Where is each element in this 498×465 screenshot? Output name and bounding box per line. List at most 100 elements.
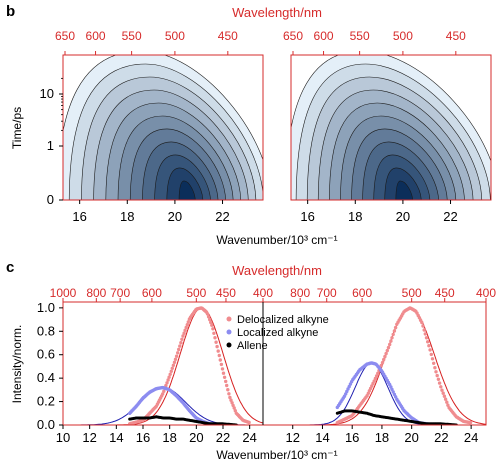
data-point [221,371,226,375]
data-point [437,381,442,385]
x-tick-label: 20 [168,209,182,224]
top-tick-label: 450 [218,29,238,43]
data-point [232,406,236,410]
data-point [209,320,213,325]
y-tick-label: 0.2 [37,394,55,409]
data-point [384,351,388,356]
data-point [170,366,174,370]
panel-b-label: b [6,3,15,20]
x-tick-label: 16 [300,209,314,224]
data-point [445,400,449,404]
data-point [376,371,380,375]
data-point [386,345,391,350]
top-tick-label: 1000 [50,286,77,300]
contour-level-11 [178,180,196,200]
data-point [185,323,189,327]
x-tick-label: 18 [162,430,176,445]
data-point [222,375,227,379]
data-point [214,340,218,344]
data-point [393,325,398,330]
data-point [385,348,389,353]
x-tick-label: 18 [120,209,134,224]
y-tick-label: 1 [47,138,54,153]
data-point [420,320,424,325]
data-point [217,353,221,358]
data-point [434,370,438,374]
panel-b-left: 650 600 550 500 450 16 18 20 22 0 1 10 Wavelength… [10,5,322,224]
data-point [383,354,387,359]
top-tick-label: 400 [476,286,496,300]
data-point [169,369,173,373]
y-axis-title-b: Time/ps [10,107,24,149]
top-tick-label: 650 [283,29,303,43]
data-point [390,336,394,340]
y-tick-label: 0 [47,192,54,207]
data-point [389,339,393,343]
data-point [181,334,185,338]
x-tick-label: 22 [443,209,457,224]
data-point [227,392,231,396]
panel-c-label: c [6,259,14,276]
top-tick-label: 500 [186,286,206,300]
series-delocalized-alkyne [63,306,263,425]
heatmap-left-contours [63,55,263,200]
x-tick-label: 22 [434,430,448,445]
data-point [167,375,171,379]
plot-frame-b-left [62,54,264,201]
x-tick-label: 20 [396,209,410,224]
data-point [432,361,436,365]
data-point [174,354,179,358]
top-tick-label: 550 [350,29,370,43]
y-tick-label: 0.8 [37,323,55,338]
data-point [443,397,448,401]
data-point [213,336,217,340]
top-tick-label: 500 [165,29,185,43]
x-tick-label: 14 [315,430,329,445]
data-point [171,363,176,367]
x-axis-title-c: Wavenumber/10³ cm⁻¹ [216,448,337,462]
data-point [391,332,395,337]
x-tick-label: 10 [56,430,70,445]
data-point [161,392,165,396]
heatmap-right-contours [291,55,491,200]
data-point [165,381,169,385]
data-point [230,401,234,405]
top-tick-label: 500 [402,286,422,300]
data-point [423,332,427,336]
x-axis-title-b: Wavenumber/10³ cm⁻¹ [216,233,337,247]
x-tick-label: 12 [285,430,299,445]
data-point [226,388,230,392]
data-point [205,312,210,316]
data-point [392,329,397,333]
x-tick-label: 14 [109,430,123,445]
top-tick-label: 800 [86,286,106,300]
top-tick-label: 800 [290,286,310,300]
y-tick-label: 0.4 [37,370,55,385]
data-point [208,317,212,322]
data-point [428,348,432,352]
data-point [166,378,170,382]
data-point [172,360,177,364]
top-tick-label: 600 [352,286,372,300]
data-point [228,395,232,400]
data-point [229,398,233,402]
data-point [380,360,385,365]
data-point [424,336,429,340]
plot-frame-c [62,301,487,426]
data-point [164,383,168,388]
legend-label: Delocalized alkyne [237,314,329,326]
data-point [186,320,190,324]
x-tick-label: 20 [404,430,418,445]
data-point [177,347,181,352]
series-allene [335,409,458,425]
legend-marker [226,342,232,348]
y-tick-label: 10 [40,86,54,101]
data-point [430,357,435,361]
data-point [162,389,166,393]
x-tick-label: 18 [348,209,362,224]
data-point [433,366,437,370]
series-allene [128,415,238,425]
data-point [215,344,219,349]
